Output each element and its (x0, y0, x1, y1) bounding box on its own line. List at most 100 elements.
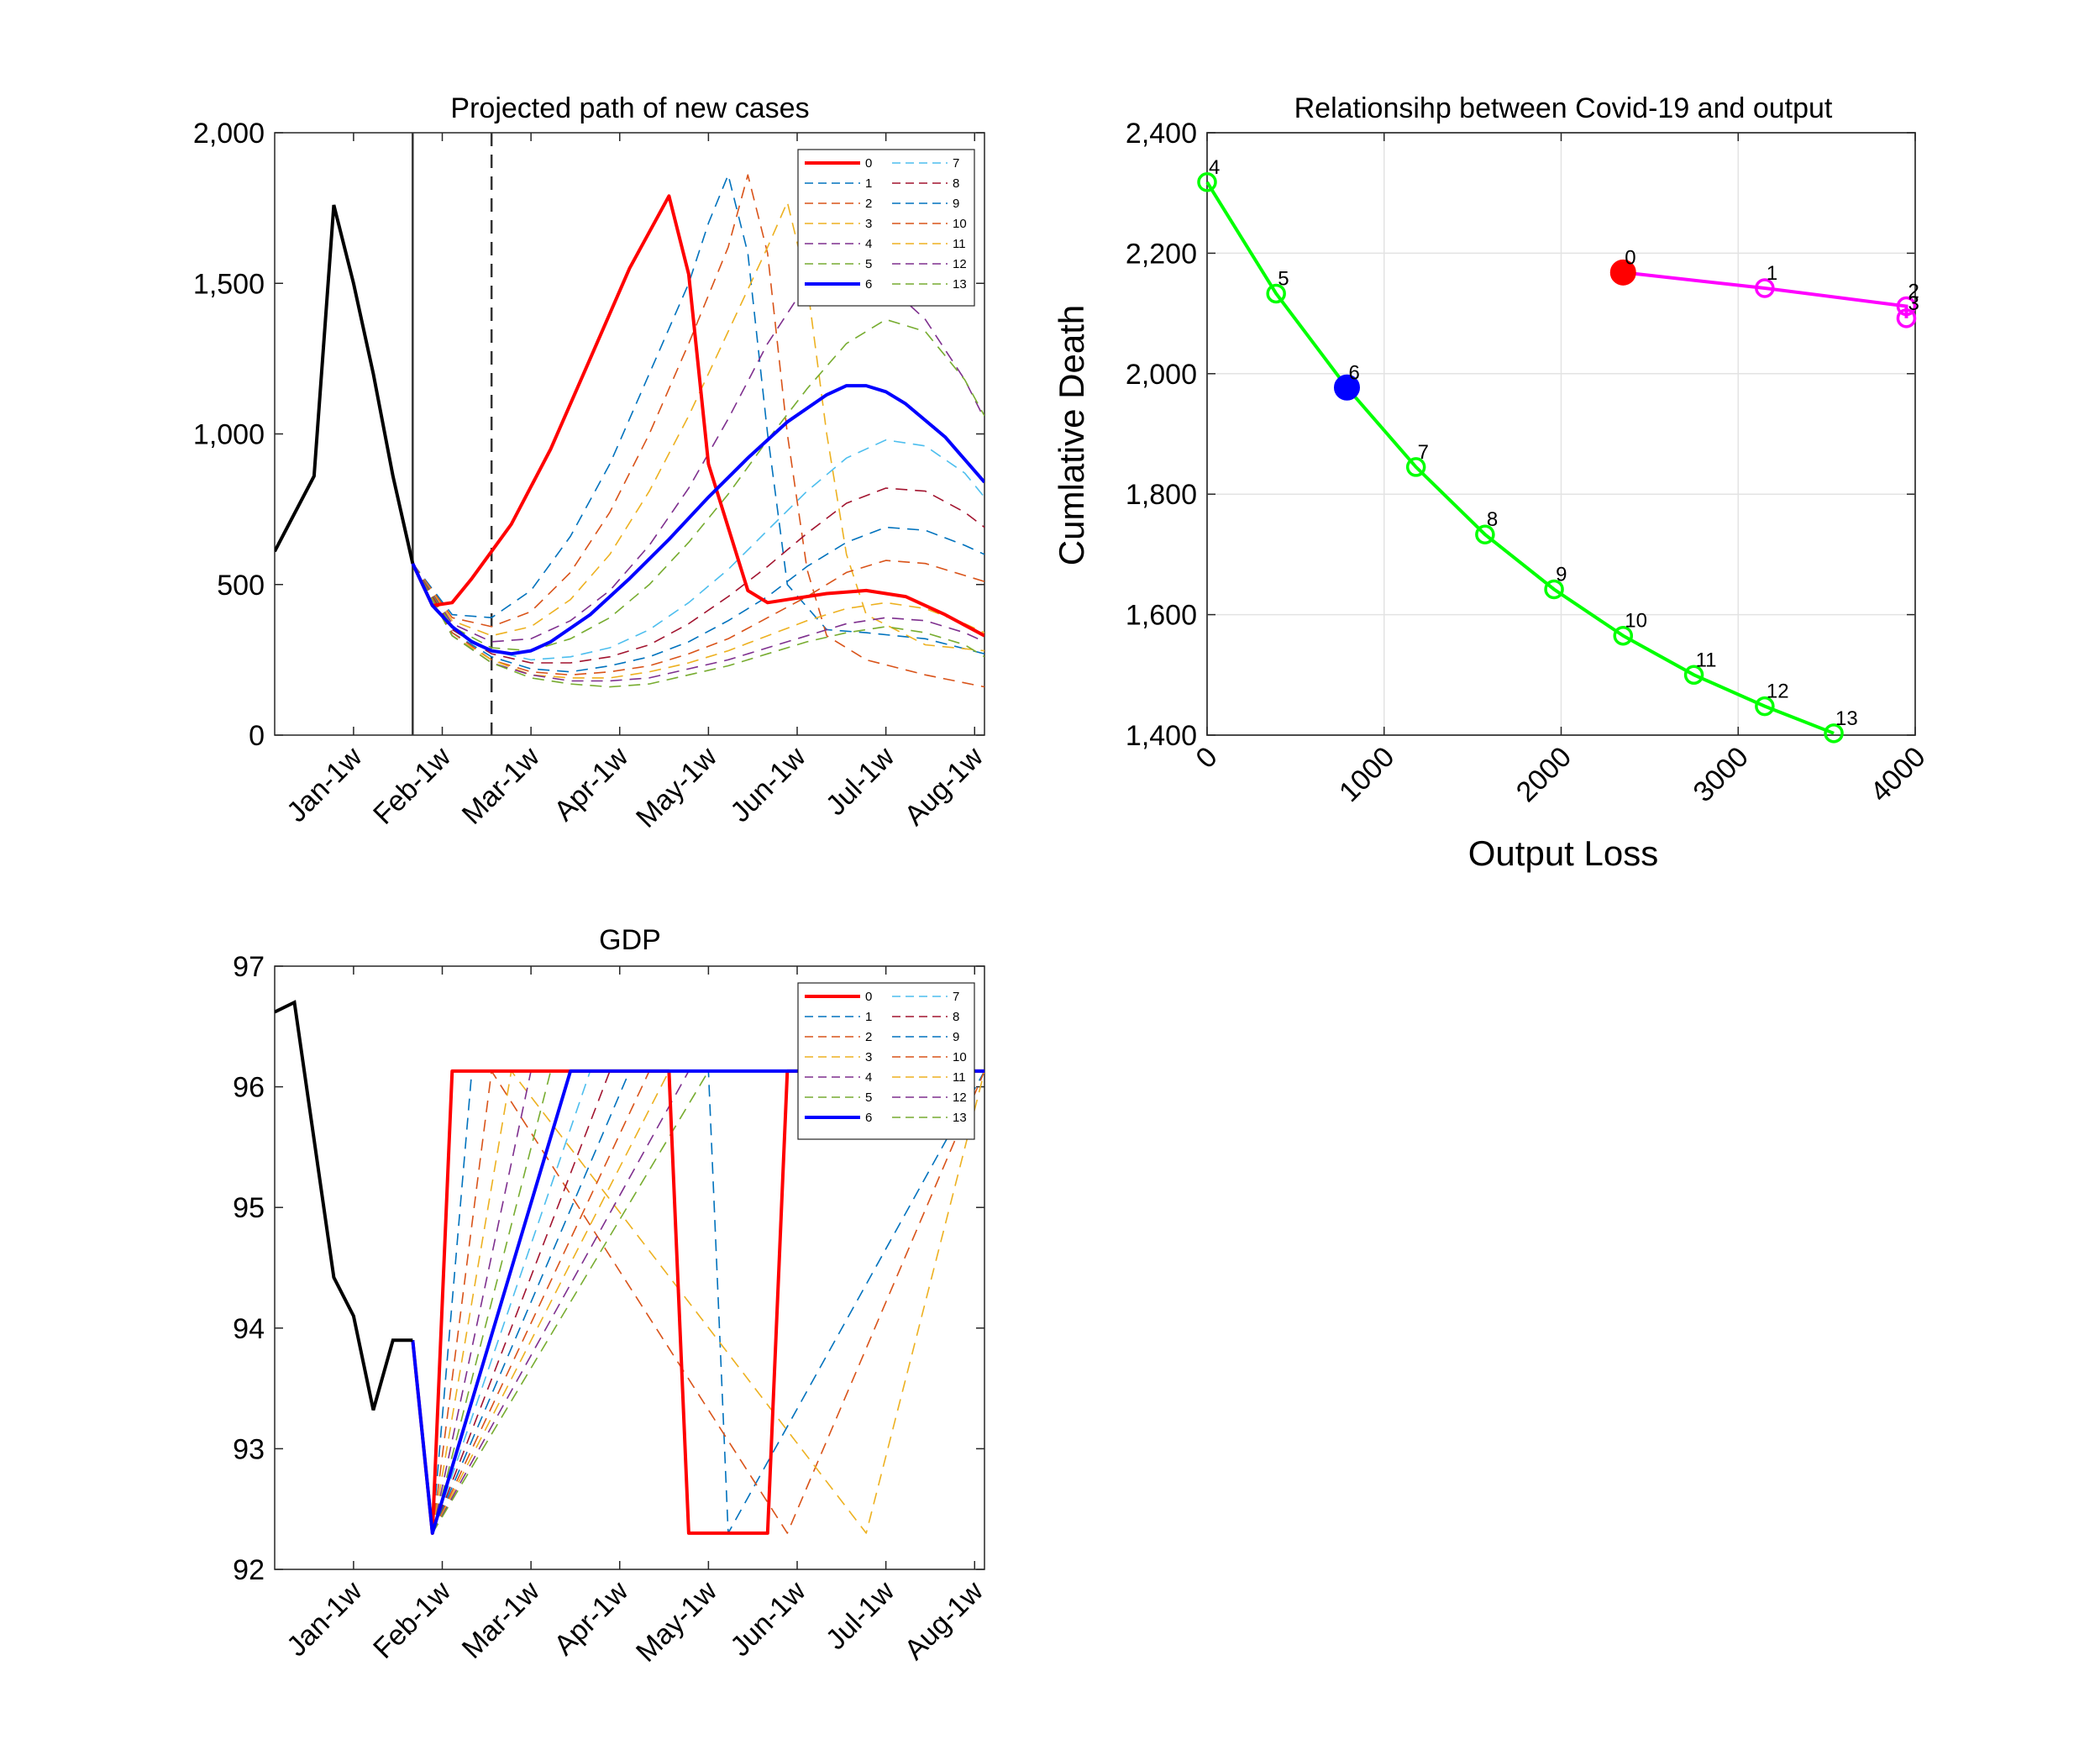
legend-box (797, 982, 975, 1140)
x-tick-label: Jun-1w (724, 740, 812, 828)
point-label-8: 8 (1487, 508, 1498, 531)
y-tick-label: 500 (217, 570, 265, 602)
legend-label-9: 9 (953, 1030, 959, 1044)
point-marker-8 (1475, 524, 1495, 544)
x-tick-label: Apr-1w (548, 1574, 634, 1661)
x-tick-label: Aug-1w (899, 740, 990, 832)
point-marker-6 (1333, 374, 1360, 401)
series-line-3 (412, 201, 984, 652)
legend-box (797, 149, 975, 307)
legend-label-0: 0 (865, 990, 872, 1004)
series-line-1 (412, 174, 984, 654)
legend-label-11: 11 (953, 237, 966, 251)
death-output-title: Relationsihp between Covid-19 and output (1294, 92, 1833, 124)
new-cases-panel: Projected path of new cases 0 500 1,000 1,5… (193, 92, 990, 834)
series-curve-0 (1623, 271, 1908, 318)
y-tick-label: 2,200 (1126, 238, 1197, 270)
legend-label-8: 8 (953, 176, 959, 191)
point-label-2: 2 (1908, 280, 1919, 302)
point-marker-4 (1197, 172, 1217, 192)
y-tick-label: 95 (233, 1192, 265, 1224)
legend-label-5: 5 (865, 257, 872, 271)
x-tick-label: Jan-1w (281, 740, 369, 828)
x-tick-label: Jul-1w (820, 1574, 901, 1656)
series-line-11 (412, 563, 984, 679)
x-tick-label: Jan-1w (281, 1574, 369, 1663)
point-marker-0 (1609, 259, 1636, 286)
legend-label-13: 13 (953, 1111, 967, 1125)
death-output-ylabel: Cumlative Death (1052, 305, 1091, 565)
y-tick-label: 2,000 (193, 118, 265, 150)
x-tick-label: 2000 (1510, 741, 1578, 808)
legend-label-10: 10 (953, 1050, 967, 1064)
point-label-13: 13 (1835, 707, 1858, 730)
y-tick-label: 93 (233, 1433, 265, 1465)
point-label-5: 5 (1278, 267, 1289, 290)
x-tick-label: May-1w (630, 1574, 723, 1668)
point-marker-1 (1755, 278, 1775, 298)
series-line-6 (411, 1069, 984, 1535)
point-marker-13 (1824, 723, 1844, 744)
series-line-2 (412, 174, 984, 688)
legend-label-4: 4 (865, 1070, 872, 1085)
legend-label-6: 6 (865, 277, 872, 292)
series-line-8 (412, 487, 984, 664)
x-tick-label: Feb-1w (367, 740, 457, 830)
legend-label-8: 8 (953, 1010, 959, 1024)
series-line-12 (412, 563, 984, 682)
point-label-0: 0 (1625, 246, 1635, 269)
series-line-9 (412, 526, 984, 673)
point-marker-3 (1896, 308, 1917, 328)
x-tick-label: Mar-1w (456, 1574, 546, 1664)
death-output-panel: Relationsihp between Covid-19 and output… (1052, 92, 1932, 873)
point-label-6: 6 (1348, 361, 1359, 384)
series-line-5 (412, 318, 984, 652)
point-label-7: 7 (1418, 441, 1429, 464)
point-marker-11 (1683, 665, 1704, 686)
x-tick-label: Aug-1w (899, 1574, 990, 1666)
legend-label-13: 13 (953, 277, 967, 292)
series-line-13 (412, 563, 984, 688)
y-tick-label: 97 (233, 951, 265, 983)
y-tick-label: 94 (233, 1313, 265, 1345)
legend-label-9: 9 (953, 197, 959, 211)
legend-label-4: 4 (865, 237, 872, 251)
legend-label-7: 7 (953, 156, 959, 171)
x-tick-label: Apr-1w (548, 740, 634, 827)
history-line (275, 1000, 413, 1411)
series-line-0 (411, 194, 984, 638)
legend-label-3: 3 (865, 217, 872, 231)
x-tick-label: May-1w (630, 740, 723, 833)
point-marker-7 (1405, 457, 1426, 477)
x-tick-label: Jul-1w (820, 740, 901, 822)
point-label-10: 10 (1625, 610, 1647, 633)
y-tick-label: 2,000 (1126, 359, 1197, 391)
point-marker-10 (1613, 625, 1634, 646)
point-label-1: 1 (1767, 262, 1777, 285)
legend-label-11: 11 (953, 1070, 966, 1085)
y-tick-label: 1,600 (1126, 600, 1197, 632)
legend-label-12: 12 (953, 1090, 967, 1105)
y-tick-label: 1,000 (193, 419, 265, 451)
series-line-10 (412, 560, 984, 676)
history-line (275, 204, 415, 565)
point-marker-5 (1266, 283, 1286, 304)
legend-label-7: 7 (953, 990, 959, 1004)
legend-label-2: 2 (865, 1030, 872, 1044)
legend-label-3: 3 (865, 1050, 872, 1064)
y-tick-label: 0 (249, 720, 265, 752)
series-lines (275, 174, 984, 688)
y-tick-label: 1,400 (1126, 720, 1197, 752)
legend-label-10: 10 (953, 217, 967, 231)
point-marker-2 (1896, 296, 1917, 317)
legend-label-0: 0 (865, 156, 872, 171)
y-tick-label: 96 (233, 1072, 265, 1104)
legend-label-1: 1 (865, 1010, 872, 1024)
point-label-3: 3 (1908, 292, 1919, 315)
point-label-11: 11 (1696, 649, 1717, 671)
